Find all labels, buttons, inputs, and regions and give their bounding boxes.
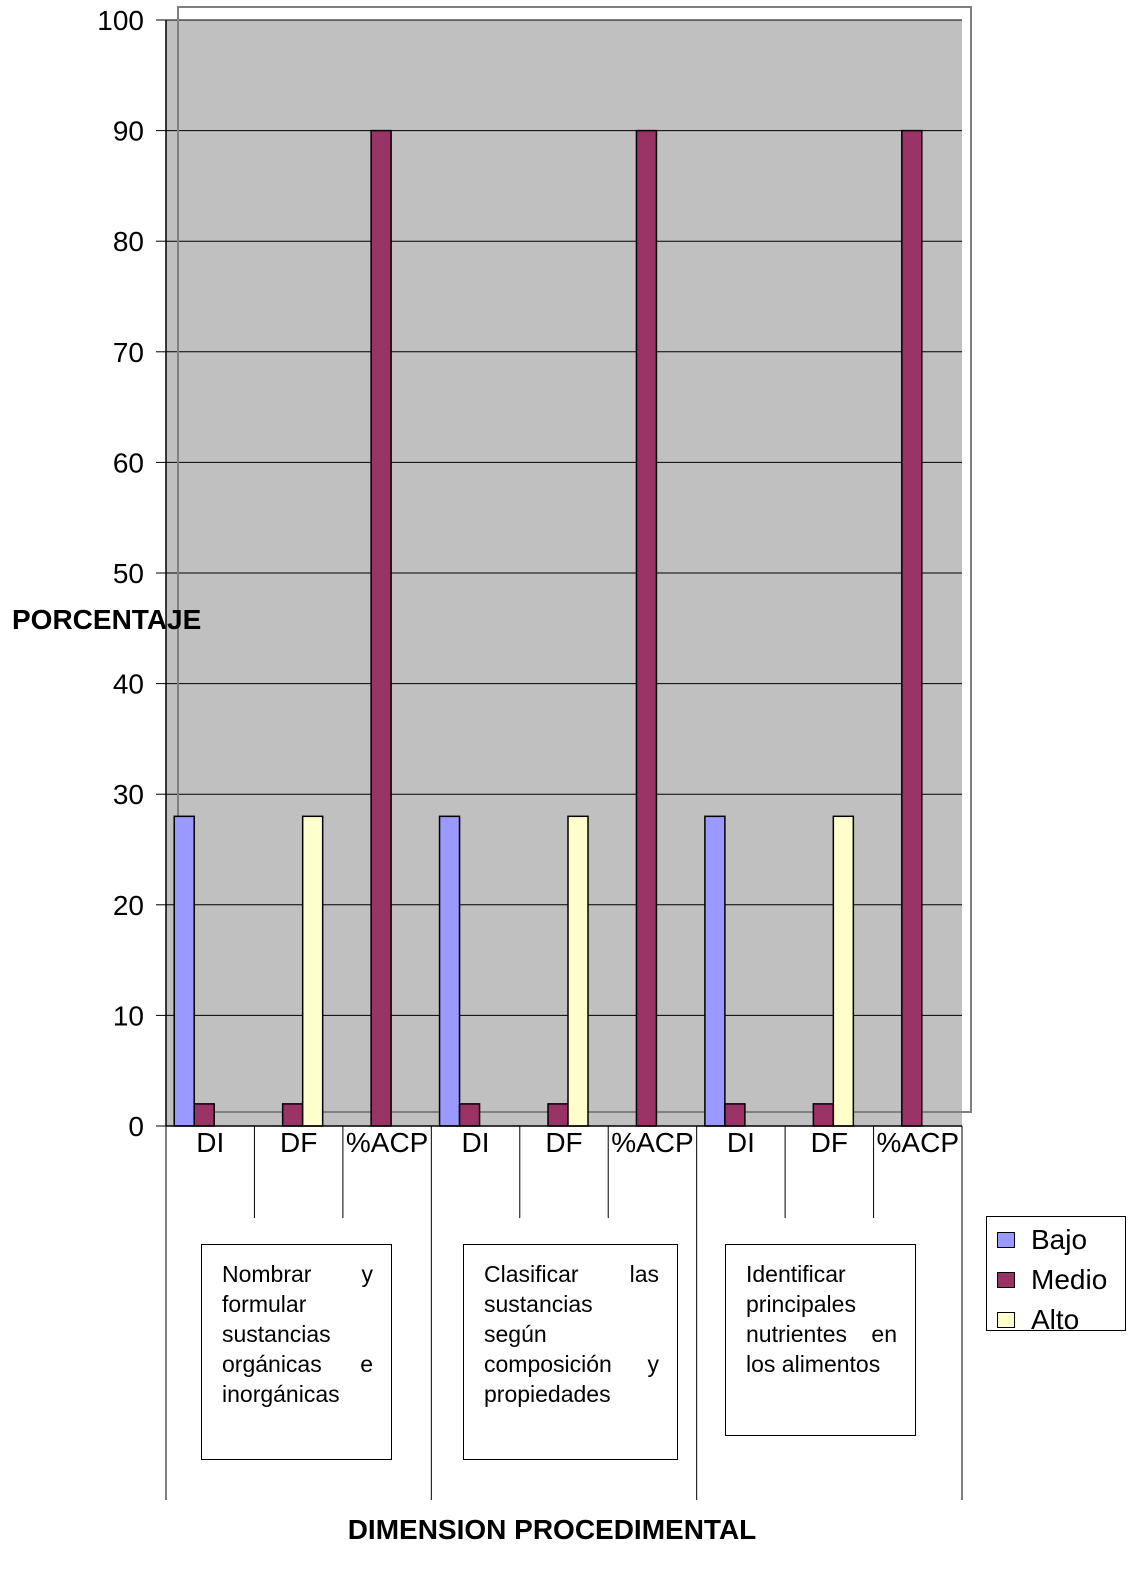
bar-bajo-4 <box>438 815 461 1127</box>
y-tick-label-40: 40 <box>113 669 144 700</box>
group-label-box-3: Identificar principales nutrientes en lo… <box>725 1244 916 1436</box>
y-tick-label-60: 60 <box>113 447 144 478</box>
group-label-3: Identificar principales nutrientes en lo… <box>746 1261 897 1377</box>
bar-bajo-1 <box>173 815 195 1127</box>
y-axis-title-text: PORCENTAJE <box>12 604 202 635</box>
bar-medio-8 <box>812 1103 835 1127</box>
bar-alto-2 <box>301 815 324 1127</box>
y-tick-label-20: 20 <box>113 890 144 921</box>
category-label-6: %ACP <box>611 1127 693 1158</box>
bar-medio-5 <box>547 1103 569 1127</box>
bar-medio-2 <box>281 1103 304 1127</box>
y-tick-label-30: 30 <box>113 779 144 810</box>
x-axis-title-text: DIMENSION PROCEDIMENTAL <box>347 1514 757 1545</box>
y-axis-title: PORCENTAJE <box>12 604 201 636</box>
legend-item-bajo: Bajo <box>997 1224 1088 1255</box>
group-label-box-1: Nombrar y formular sustancias orgánicas … <box>201 1244 392 1460</box>
legend-swatch-medio <box>997 1272 1015 1288</box>
category-label-4: DI <box>462 1127 490 1158</box>
y-tick-label-0: 0 <box>128 1111 144 1142</box>
legend-label-alto: Alto <box>1031 1304 1080 1335</box>
group-label-1: Nombrar y formular sustancias orgánicas … <box>222 1261 373 1407</box>
legend-label-medio: Medio <box>1031 1264 1108 1295</box>
y-tick-label-90: 90 <box>113 116 144 147</box>
group-label-box-2: Clasificar las sustancias según composic… <box>463 1244 678 1460</box>
category-label-3: %ACP <box>346 1127 428 1158</box>
bar-bajo-7 <box>704 815 726 1127</box>
group-label-2: Clasificar las sustancias según composic… <box>484 1261 659 1407</box>
x-axis-title: DIMENSION PROCEDIMENTAL <box>0 1514 1104 1546</box>
bar-medio-4 <box>458 1103 481 1127</box>
bar-medio-7 <box>724 1103 746 1127</box>
category-label-7: DI <box>727 1127 755 1158</box>
legend-swatch-bajo <box>997 1232 1015 1248</box>
bar-alto-5 <box>567 815 589 1127</box>
bar-medio-3 <box>370 129 392 1127</box>
legend-label-bajo: Bajo <box>1031 1224 1088 1255</box>
category-label-9: %ACP <box>877 1127 959 1158</box>
y-tick-label-100: 100 <box>97 5 144 36</box>
bar-medio-1 <box>193 1103 215 1127</box>
y-tick-label-80: 80 <box>113 226 144 257</box>
category-label-8: DF <box>811 1127 848 1158</box>
y-tick-label-70: 70 <box>113 337 144 368</box>
legend: Bajo Medio Alto <box>986 1216 1126 1335</box>
y-tick-label-10: 10 <box>113 1000 144 1031</box>
y-tick-label-50: 50 <box>113 558 144 589</box>
legend-item-medio: Medio <box>997 1264 1108 1295</box>
category-label-5: DF <box>545 1127 582 1158</box>
legend-item-alto: Alto <box>997 1304 1080 1335</box>
bar-medio-6 <box>635 129 658 1127</box>
category-label-1: DI <box>196 1127 224 1158</box>
legend-swatch-alto <box>997 1312 1015 1328</box>
category-label-2: DF <box>280 1127 317 1158</box>
bar-alto-8 <box>832 815 855 1127</box>
bar-medio-9 <box>901 129 923 1127</box>
